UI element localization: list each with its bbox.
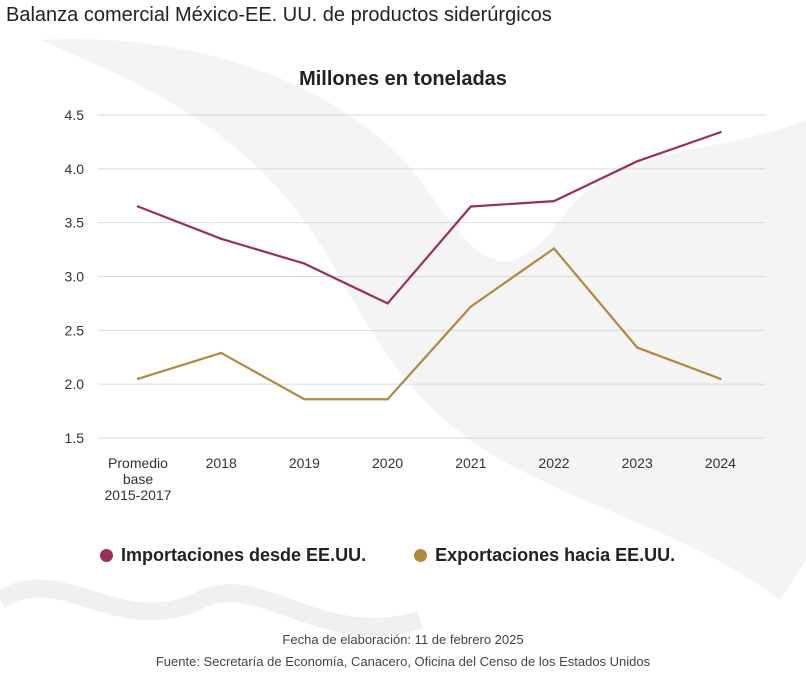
x-tick-label: 2022 bbox=[538, 455, 569, 471]
data-point-exportaciones bbox=[469, 305, 472, 308]
data-point-exportaciones bbox=[719, 377, 722, 380]
legend-label-exportaciones: Exportaciones hacia EE.UU. bbox=[435, 545, 676, 565]
legend-item-importaciones: Importaciones desde EE.UU. bbox=[100, 545, 366, 566]
data-point-exportaciones bbox=[303, 398, 306, 401]
legend-dot-exportaciones bbox=[414, 549, 428, 562]
x-tick-label: 2023 bbox=[622, 455, 653, 471]
chart-title: Millones en toneladas bbox=[299, 68, 507, 90]
data-point-importaciones bbox=[719, 131, 722, 134]
data-point-importaciones bbox=[636, 160, 639, 163]
data-point-exportaciones bbox=[220, 351, 223, 355]
x-tick-label: 2020 bbox=[372, 455, 403, 471]
data-point-importaciones bbox=[220, 237, 223, 241]
y-tick-label: 3.5 bbox=[65, 215, 85, 231]
legend: Importaciones desde EE.UU. Exportaciones… bbox=[100, 545, 675, 566]
series-line-importaciones bbox=[136, 131, 722, 305]
page-title: Balanza comercial México-EE. UU. de prod… bbox=[6, 4, 552, 26]
data-point-importaciones bbox=[386, 302, 389, 305]
data-point-importaciones bbox=[136, 205, 140, 208]
legend-dot-importaciones bbox=[100, 549, 113, 562]
data-point-exportaciones bbox=[136, 377, 140, 380]
legend-label-importaciones: Importaciones desde EE.UU. bbox=[121, 545, 367, 565]
data-point-importaciones bbox=[469, 205, 472, 208]
x-tick-label: 2021 bbox=[455, 455, 486, 471]
y-tick-label: 1.5 bbox=[65, 430, 85, 446]
footer-date: Fecha de elaboración: 11 de febrero 2025 bbox=[282, 632, 524, 647]
data-point-exportaciones bbox=[386, 398, 389, 401]
line-chart: 1.5 2.0 2.5 3.0 3.5 4.0 4.5 Promedio base 2015-20… bbox=[65, 107, 765, 503]
y-tick-label: 2.5 bbox=[65, 322, 85, 338]
y-tick-label: 2.0 bbox=[65, 376, 85, 392]
data-point-importaciones bbox=[552, 199, 556, 203]
y-tick-label: 3.0 bbox=[65, 269, 85, 285]
x-tick-label: Promedio base 2015-2017 bbox=[105, 455, 172, 503]
data-point-exportaciones bbox=[552, 247, 556, 250]
x-tick-label: 2019 bbox=[289, 455, 320, 471]
data-point-importaciones bbox=[303, 262, 306, 265]
legend-item-exportaciones: Exportaciones hacia EE.UU. bbox=[414, 545, 675, 566]
y-tick-label: 4.5 bbox=[65, 107, 85, 123]
footer-source: Fuente: Secretaría de Economía, Canacero… bbox=[155, 654, 651, 669]
series-line-exportaciones bbox=[136, 247, 722, 401]
data-point-exportaciones bbox=[636, 346, 639, 349]
y-tick-label: 4.0 bbox=[65, 161, 85, 177]
x-tick-label: 2018 bbox=[206, 455, 237, 471]
x-tick-label: 2024 bbox=[705, 455, 736, 471]
